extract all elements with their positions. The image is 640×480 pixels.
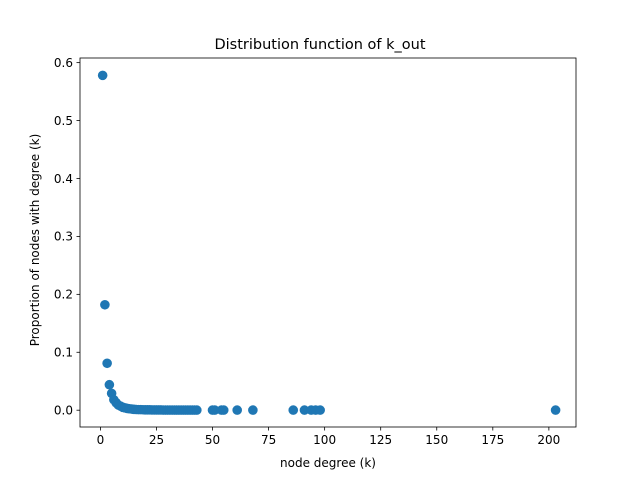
x-tick-label: 175 [481,433,504,447]
plot-frame [79,57,577,428]
y-tick-label: 0.1 [54,346,73,360]
x-tick-label: 150 [425,433,448,447]
x-tick-label: 200 [537,433,560,447]
x-tick-label: 0 [97,433,105,447]
x-tick-label: 100 [313,433,336,447]
data-point [100,299,110,310]
y-tick-label: 0.6 [54,56,73,70]
axes [79,57,577,428]
y-tick-label: 0.5 [54,114,73,128]
data-points [97,70,561,415]
data-point [102,358,112,369]
data-point [315,405,325,415]
data-point [299,405,310,415]
y-tick-label: 0.2 [54,288,73,302]
data-point [192,405,202,415]
x-tick-label: 25 [149,433,164,447]
data-point [104,379,115,390]
data-point [550,405,561,415]
chart-title: Distribution function of k_out [214,37,425,53]
data-point [232,405,242,415]
data-point [248,405,258,415]
ticks: 0 25 50 75 100 125 150 175 200 0.0 0.1 0.2 0.3 0.4 0.5… [54,56,560,447]
x-tick-label: 125 [369,433,392,447]
data-point [218,405,229,415]
data-point [97,70,108,81]
y-tick-label: 0.3 [54,230,73,244]
x-axis-label: node degree (k) [280,456,376,470]
x-tick-label: 75 [261,433,276,447]
y-axis-label: Proportion of nodes with degree (k) [28,134,42,347]
data-point [288,405,299,415]
data-point [209,405,220,415]
x-tick-label: 50 [205,433,220,447]
y-tick-label: 0.0 [54,404,73,418]
y-tick-label: 0.4 [54,172,73,186]
